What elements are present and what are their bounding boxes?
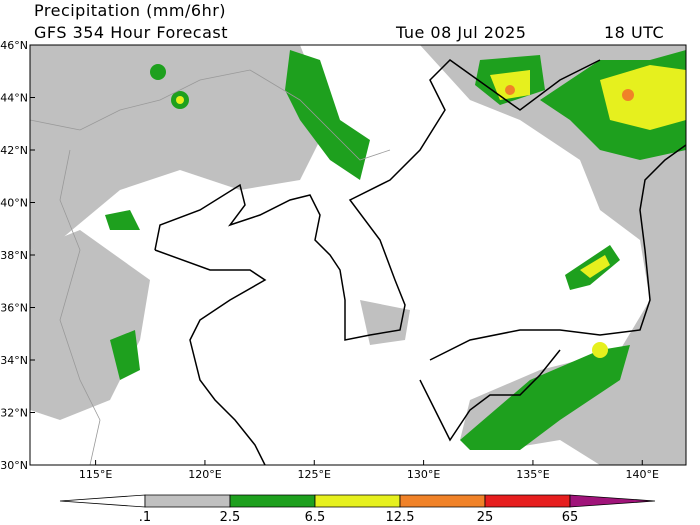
colorbar-segment [569,494,656,508]
colorbar-label: 25 [477,510,494,525]
date: Tue 08 Jul 2025 [395,23,526,42]
x-tick-label: 135°E [516,468,549,481]
precip-heavy [176,65,686,358]
x-tick-label: 125°E [298,468,331,481]
colorbar-label: 6.5 [305,510,326,525]
y-tick-label: 46°N [0,39,28,52]
y-tick-label: 40°N [0,197,28,210]
title: Precipitation (mm/6hr) [34,1,226,20]
colorbar-label: 2.5 [220,510,241,525]
time: 18 UTC [604,23,664,42]
coastline [154,59,686,465]
colorbar-label: 65 [562,510,579,525]
y-tick-label: 42°N [0,144,28,157]
colorbar-segment [59,494,146,508]
y-tick-label: 38°N [0,249,28,262]
map-field [30,45,686,465]
borders [30,69,391,465]
x-tick-label: 120°E [188,468,221,481]
colorbar-segment [399,494,486,508]
colorbar-label: 12.5 [386,510,415,525]
subtitle: GFS 354 Hour Forecast [34,23,228,42]
precip-intense [505,85,634,101]
colorbar-segment [144,494,231,508]
y-tick-label: 32°N [0,407,28,420]
x-tick-label: 140°E [626,468,659,481]
y-tick-label: 36°N [0,302,28,315]
y-tick-label: 34°N [0,354,28,367]
y-tick-label: 30°N [0,459,28,472]
colorbar-segment [484,494,571,508]
colorbar-segment [229,494,316,508]
colorbar-segment [314,494,401,508]
colorbar-label: .1 [139,510,151,525]
x-tick-label: 130°E [407,468,440,481]
x-tick-label: 115°E [79,468,112,481]
y-tick-label: 44°N [0,92,28,105]
